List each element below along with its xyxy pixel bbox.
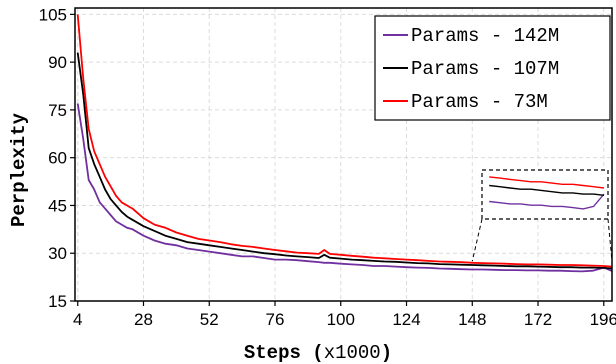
legend-box [374,15,611,121]
inset-guide-left [471,218,483,262]
x-tick-label: 196 [590,310,616,329]
legend-label-142m: Params - 142M [411,25,559,47]
x-axis-title-close: ) [381,342,392,364]
x-tick-label: 76 [266,310,285,329]
legend-entry-73m: Params - 73M [383,91,548,113]
x-tick-label: 28 [134,310,153,329]
inset-line-2 [489,176,605,189]
y-tick-label: 45 [48,196,67,215]
inset-guides [471,218,613,262]
legend-label-73m: Params - 73M [411,91,548,113]
inset-line-1 [489,184,605,196]
x-tick-label: 4 [73,310,82,329]
inset-zoom [481,169,609,220]
y-axis-title: Perplexity [8,112,30,227]
series-line-1 [76,52,613,270]
x-tick-label: 148 [458,310,486,329]
y-tick-label: 90 [48,53,67,72]
y-axis-ticks: 15 30 45 60 75 90 105 [39,5,75,311]
legend: Params - 142M Params - 107M Params - 73M [374,15,611,121]
y-tick-label: 75 [48,101,67,120]
series-lines [76,14,613,273]
y-tick-label: 60 [48,149,67,168]
plot-frame [74,7,613,302]
series-line-0 [76,103,613,273]
y-tick-label: 15 [48,292,67,311]
legend-entry-142m: Params - 142M [383,25,559,47]
x-tick-label: 124 [392,310,420,329]
x-axis-title: Steps (x1000) [244,342,392,364]
x-axis-title-main: Steps ( [244,342,324,364]
inset-line-0 [489,193,605,210]
x-axis-title-unit: x1000 [324,342,381,364]
x-tick-label: 100 [327,310,355,329]
y-tick-label: 105 [39,5,67,24]
series-line-2 [76,14,613,268]
legend-label-107m: Params - 107M [411,58,559,80]
x-axis-ticks: 4 28 52 76 100 124 148 172 196 [73,301,616,329]
x-tick-label: 52 [200,310,219,329]
legend-entry-107m: Params - 107M [383,58,559,80]
y-tick-label: 30 [48,244,67,263]
x-tick-label: 172 [524,310,552,329]
